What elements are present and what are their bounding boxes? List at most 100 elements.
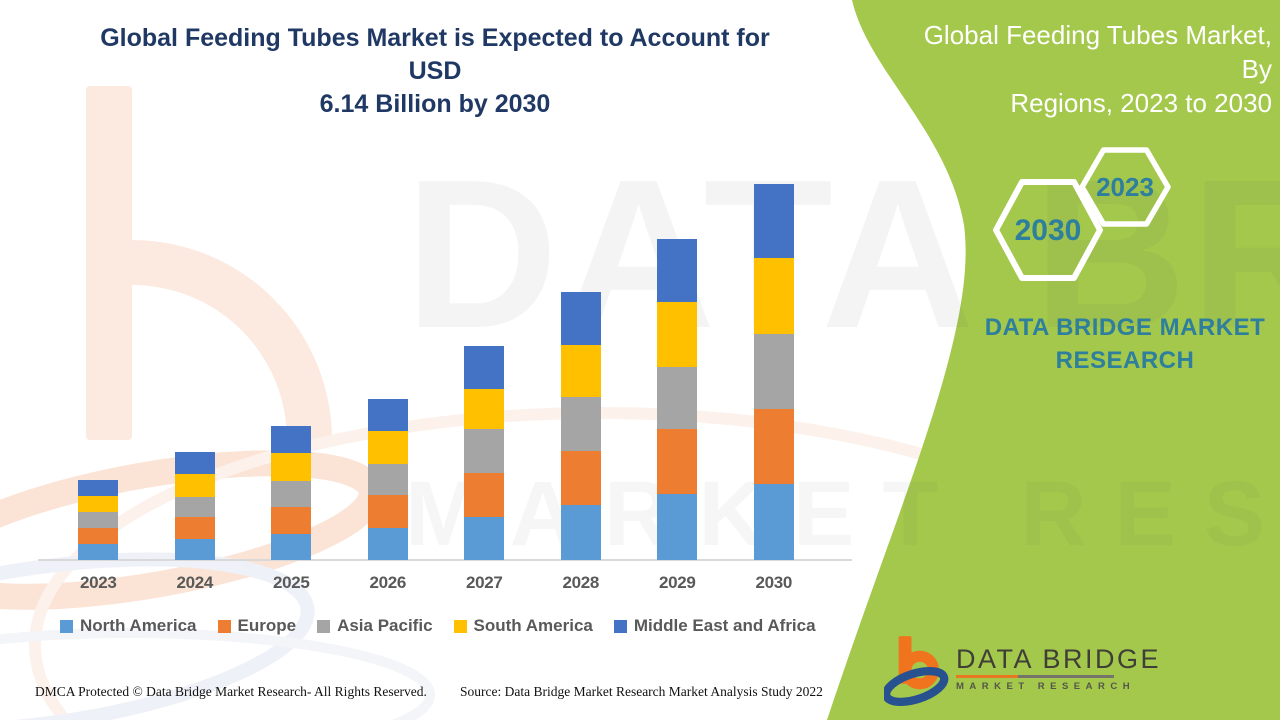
legend-label: Asia Pacific xyxy=(337,616,433,635)
legend-item: Europe xyxy=(217,616,297,636)
bar-segment xyxy=(657,366,698,430)
legend-item: Middle East and Africa xyxy=(613,616,816,636)
legend-item: North America xyxy=(60,616,197,636)
bar-segment xyxy=(464,389,505,429)
bar-segment xyxy=(367,399,408,432)
bar-segment xyxy=(271,481,312,507)
hexagon-2023 xyxy=(1079,147,1171,227)
bar-2024 xyxy=(174,452,215,560)
brand-text-line1: DATA BRIDGE MARKET xyxy=(984,314,1266,341)
x-axis-line xyxy=(38,559,852,561)
side-panel-title-line2: Regions, 2023 to 2030 xyxy=(1010,88,1272,118)
bar-segment xyxy=(271,426,312,453)
legend-swatch xyxy=(60,619,73,633)
bar-segment xyxy=(367,528,408,560)
brand-text-line2: RESEARCH xyxy=(1055,347,1195,374)
bar-segment xyxy=(657,302,698,367)
bar-segment xyxy=(753,408,794,485)
bar-segment xyxy=(657,429,698,494)
bar-segment xyxy=(560,504,601,560)
bar-segment xyxy=(174,497,215,518)
x-tick-label: 2025 xyxy=(272,573,310,592)
logo-b-icon xyxy=(884,636,949,706)
x-tick-label: 2029 xyxy=(658,573,696,592)
bar-segment xyxy=(560,345,601,397)
legend-label: Middle East and Africa xyxy=(633,616,816,635)
company-logo: DATA BRIDGE MARKET RESEARCH xyxy=(884,633,1161,707)
side-panel-title-line1: Global Feeding Tubes Market, By xyxy=(923,20,1272,84)
legend-label: Europe xyxy=(237,616,297,635)
bar-2023 xyxy=(78,479,119,560)
bar-segment xyxy=(78,479,119,496)
bar-segment xyxy=(78,528,119,544)
bar-segment xyxy=(174,517,215,540)
bar-group-2028 xyxy=(533,183,630,560)
bar-segment xyxy=(464,473,505,517)
chart-title: Global Feeding Tubes Market is Expected … xyxy=(75,22,795,121)
bar-group-2027 xyxy=(436,183,533,560)
x-tick-label: 2028 xyxy=(562,573,600,592)
x-tick-label: 2023 xyxy=(79,573,117,592)
bar-segment xyxy=(464,428,505,473)
bar-group-2030 xyxy=(726,183,823,560)
bar-segment xyxy=(657,493,698,560)
hexagon-2030 xyxy=(993,179,1103,281)
x-axis-labels: 2023 2024 2025 2026 2027 2028 2029 2030 xyxy=(50,573,822,593)
bar-2028 xyxy=(560,291,601,560)
legend-label: South America xyxy=(473,616,593,635)
bar-segment xyxy=(78,495,119,512)
x-tick-label: 2027 xyxy=(465,573,503,592)
chart-title-line1: Global Feeding Tubes Market is Expected … xyxy=(100,24,770,85)
bar-segment xyxy=(464,345,505,390)
bar-segment xyxy=(174,539,215,560)
bar-group-2025 xyxy=(243,183,340,560)
bar-segment xyxy=(367,464,408,496)
watermark-market-research: MARKET RESEARCH xyxy=(405,463,1280,565)
dmca-notice: DMCA Protected © Data Bridge Market Rese… xyxy=(35,684,427,699)
stacked-bar-chart xyxy=(50,183,822,560)
bar-segment xyxy=(271,533,312,560)
bar-2026 xyxy=(367,399,408,560)
logo-underline xyxy=(956,675,1114,678)
bar-segment xyxy=(560,291,601,346)
bar-group-2029 xyxy=(629,183,726,560)
chart-title-line2: 6.14 Billion by 2030 xyxy=(319,90,551,118)
legend-item: South America xyxy=(453,616,593,636)
legend-item: Asia Pacific xyxy=(317,616,433,636)
hexagon-2023-label: 2023 xyxy=(1096,172,1154,202)
legend-swatch xyxy=(453,619,467,633)
logo-name: DATA BRIDGE xyxy=(956,644,1162,674)
bar-2027 xyxy=(464,345,505,560)
bar-segment xyxy=(78,543,119,560)
bar-2025 xyxy=(271,426,312,560)
legend-swatch xyxy=(317,619,331,633)
chart-legend: North America Europe Asia Pacific South Ame… xyxy=(60,616,837,636)
bar-segment xyxy=(753,258,794,335)
bar-2029 xyxy=(657,238,698,560)
logo-subtitle: MARKET RESEARCH xyxy=(956,680,1136,692)
bar-segment xyxy=(753,334,794,409)
bar-segment xyxy=(174,452,215,475)
bar-group-2023 xyxy=(50,183,147,560)
bar-segment xyxy=(560,396,601,452)
bar-segment xyxy=(657,238,698,303)
bar-segment xyxy=(367,431,408,465)
x-tick-label: 2030 xyxy=(755,573,793,592)
hexagon-2030-label: 2030 xyxy=(1014,214,1082,247)
x-tick-label: 2026 xyxy=(369,573,407,592)
side-panel-title: Global Feeding Tubes Market, By Regions,… xyxy=(900,18,1272,120)
bar-segment xyxy=(560,451,601,505)
bar-segment xyxy=(271,506,312,534)
source-note: Source: Data Bridge Market Research Mark… xyxy=(460,684,823,699)
brand-text: DATA BRIDGE MARKET RESEARCH xyxy=(960,311,1280,377)
legend-swatch xyxy=(217,619,231,633)
bar-segment xyxy=(174,474,215,498)
logo-text-block: DATA BRIDGE MARKET RESEARCH xyxy=(956,633,1161,707)
watermark-data-bridge: DATA BRIDGE xyxy=(405,135,1280,372)
bar-group-2024 xyxy=(147,183,244,560)
legend-label: North America xyxy=(80,616,197,635)
bar-segment xyxy=(367,495,408,529)
bar-segment xyxy=(464,516,505,560)
bar-segment xyxy=(753,184,794,259)
